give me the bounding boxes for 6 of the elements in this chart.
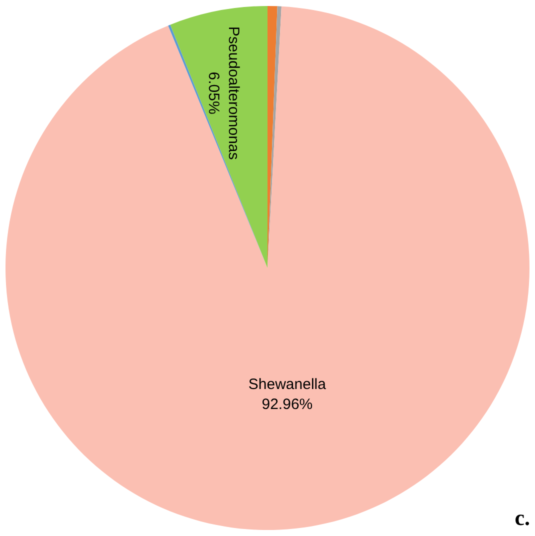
text: c.	[514, 505, 530, 530]
slice-label: Pseudoalteromonas	[224, 26, 242, 160]
data-label: 6.05%	[204, 72, 222, 114]
slice-label: Shewanella	[248, 376, 327, 394]
pie-slice	[6, 6, 530, 530]
data-label: 92.96%	[262, 396, 313, 414]
